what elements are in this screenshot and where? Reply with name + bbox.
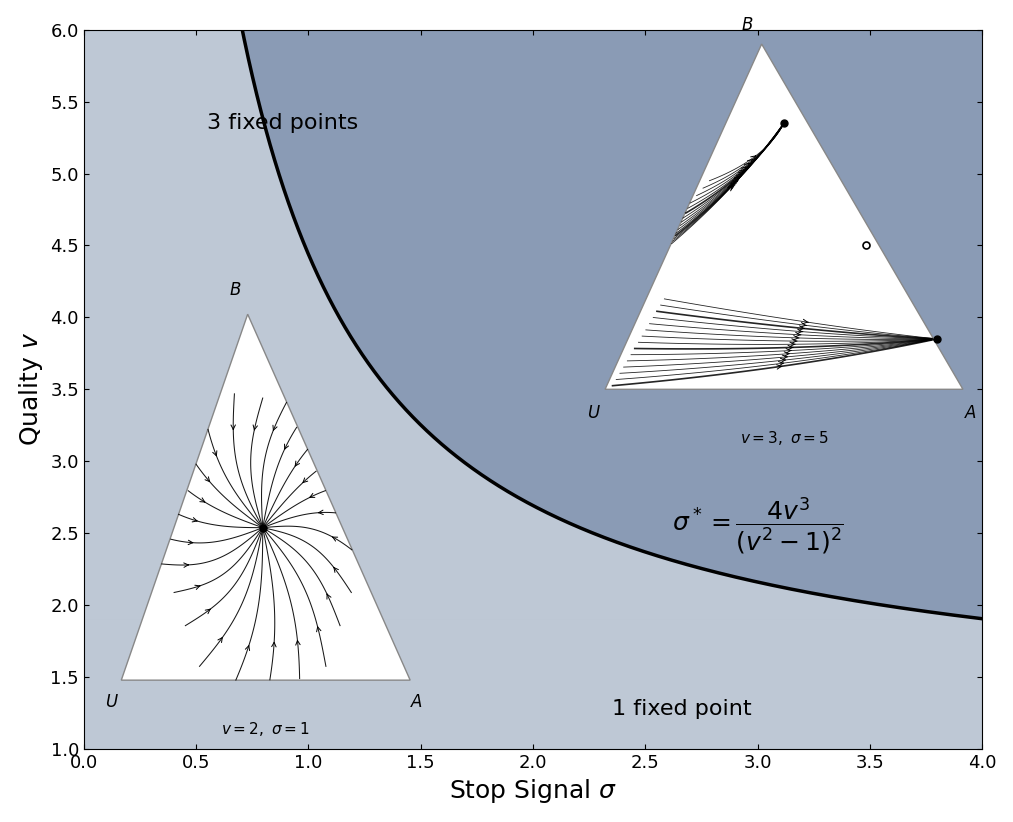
Y-axis label: Quality $v$: Quality $v$ [16,332,45,446]
Text: 1 fixed point: 1 fixed point [612,699,752,718]
Text: 3 fixed points: 3 fixed points [208,113,359,133]
X-axis label: Stop Signal $\sigma$: Stop Signal $\sigma$ [449,778,617,806]
Text: $\sigma^* = \dfrac{4v^3}{(v^2-1)^2}$: $\sigma^* = \dfrac{4v^3}{(v^2-1)^2}$ [673,496,844,556]
